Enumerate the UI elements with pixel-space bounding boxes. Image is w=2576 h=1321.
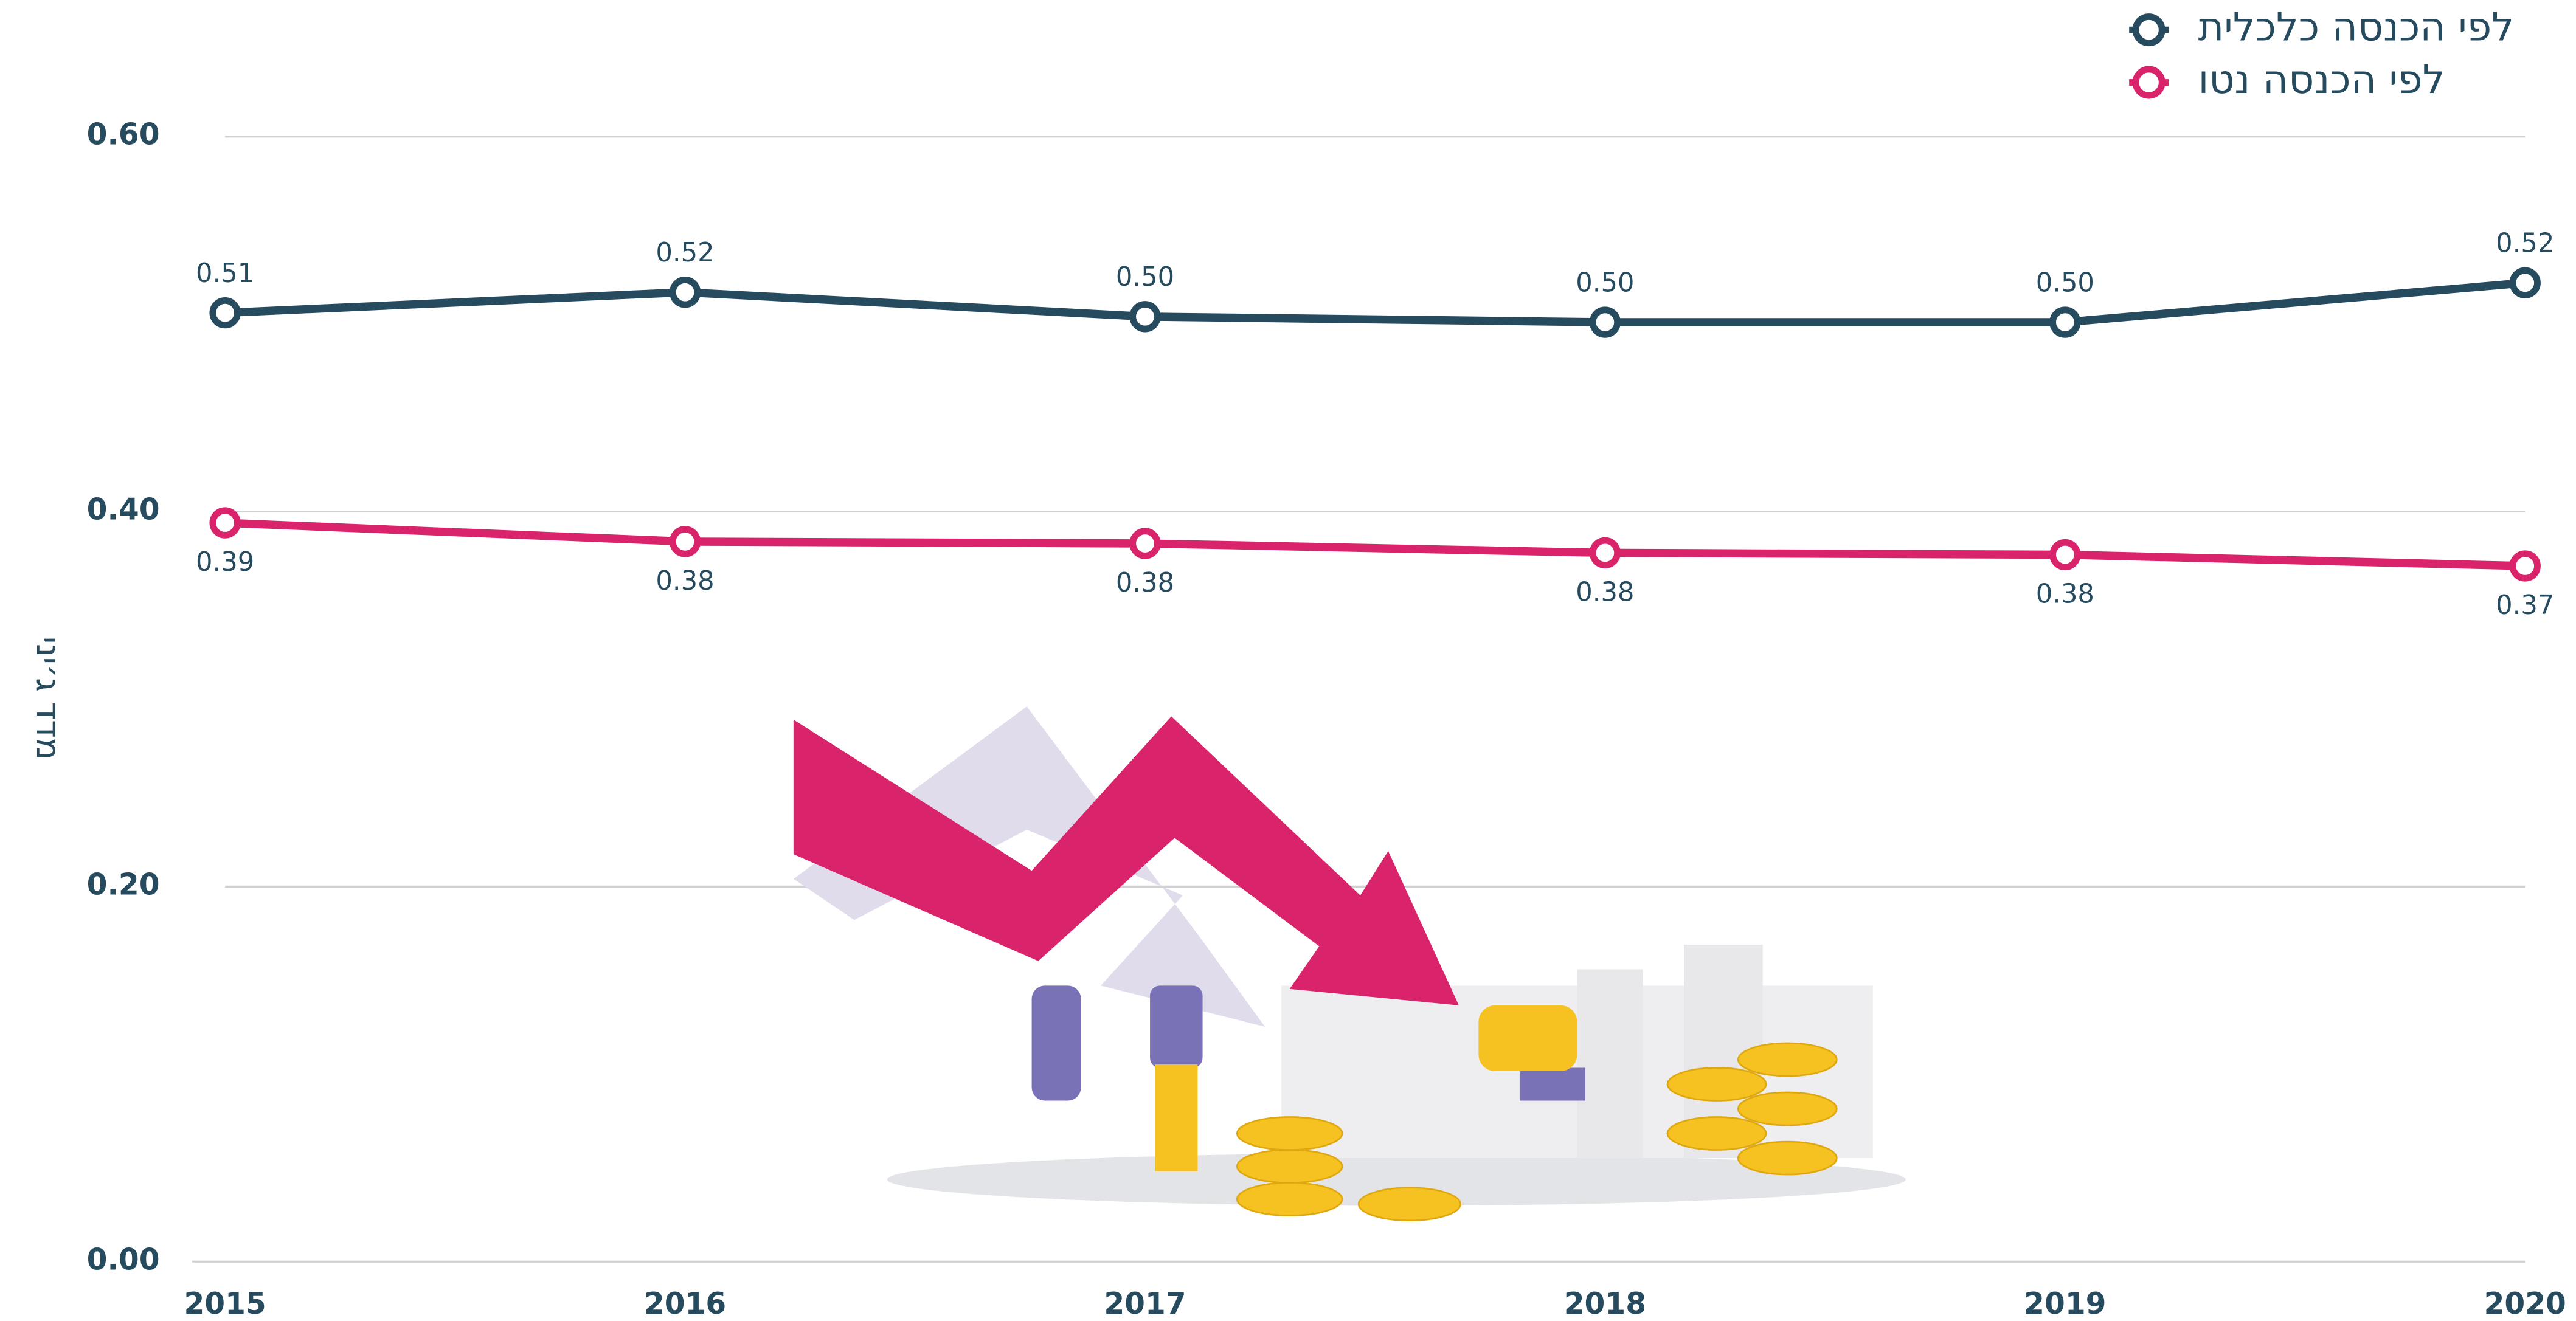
chart: מדד ג׳יני 0.00 0.20 0.40 0.60 2015 2016 2017 20…: [0, 0, 2576, 1321]
x-tick-label: 2018: [1564, 1287, 1646, 1321]
point: [1133, 531, 1158, 556]
legend-label: לפי הכנסה נטו: [2198, 57, 2445, 103]
point: [673, 529, 698, 554]
point: [1593, 540, 1618, 565]
data-label: 0.51: [196, 258, 254, 289]
x-tick-label: 2017: [1104, 1287, 1186, 1321]
data-label: 0.50: [1576, 267, 1634, 298]
point: [1133, 305, 1158, 329]
point: [2053, 310, 2078, 335]
y-tick-label: 0.40: [87, 493, 160, 527]
data-label: 0.50: [1116, 262, 1174, 292]
legend-label: לפי הכנסה כלכלית: [2198, 5, 2514, 50]
point: [213, 300, 238, 325]
point: [673, 280, 698, 305]
data-label: 0.38: [2036, 579, 2094, 610]
x-tick-label: 2015: [184, 1287, 266, 1321]
data-label: 0.52: [2496, 229, 2554, 259]
series-line: [225, 523, 2525, 566]
x-tick-label: 2019: [2024, 1287, 2106, 1321]
data-label: 0.52: [656, 238, 714, 268]
data-label: 0.38: [1576, 577, 1634, 607]
point: [213, 511, 238, 536]
x-tick-label: 2020: [2484, 1287, 2566, 1321]
illustration: [794, 706, 1906, 1221]
data-label: 0.37: [2496, 590, 2554, 621]
page: {"chart_data":{"type":"line","y_label":"…: [0, 0, 2576, 1321]
y-tick-label: 0.60: [87, 118, 160, 152]
legend-marker: [2136, 17, 2162, 43]
series-line: [225, 283, 2525, 322]
y-tick-label: 0.20: [87, 867, 160, 902]
legend-marker: [2136, 69, 2162, 95]
y-tick-label: 0.00: [87, 1243, 160, 1277]
point: [2513, 554, 2538, 579]
data-label: 0.39: [196, 547, 254, 578]
point: [2513, 271, 2538, 295]
point: [2053, 542, 2078, 567]
data-label: 0.38: [656, 566, 714, 596]
x-tick-label: 2016: [644, 1287, 726, 1321]
data-label: 0.50: [2036, 267, 2094, 298]
data-label: 0.38: [1116, 568, 1174, 598]
y-axis-label: מדד ג׳יני: [29, 636, 68, 760]
point: [1593, 310, 1618, 335]
